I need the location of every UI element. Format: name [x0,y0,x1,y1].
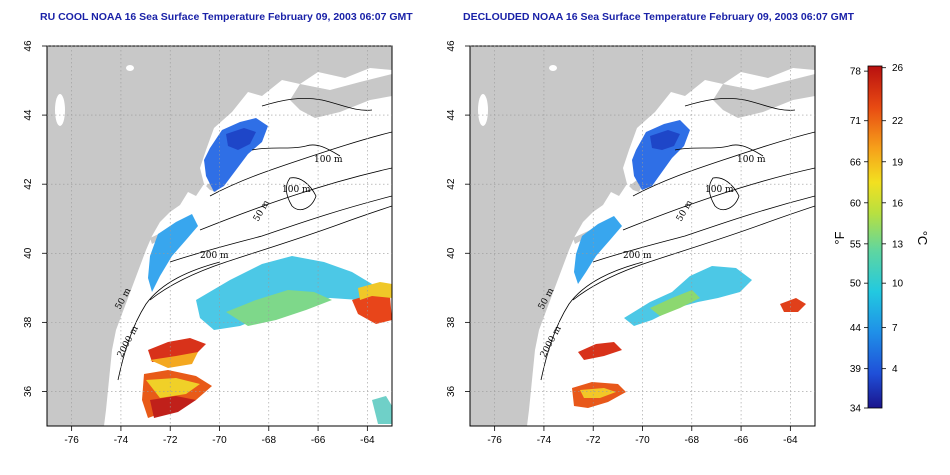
sst-gulf-of-maine-core [650,130,680,150]
celsius-tick-label: 26 [892,63,904,74]
lon-tick-label: -66 [311,435,326,446]
fahrenheit-tick-label: 34 [850,404,862,415]
contour-label: 100 m [705,185,734,195]
lat-tick-label: 40 [23,247,34,259]
fahrenheit-tick-label: 55 [850,239,862,250]
sst-shelf-south [148,214,198,292]
celsius-tick-label: 10 [892,279,904,290]
sst-warm-patch-1 [148,338,206,362]
lake [55,94,65,126]
contour-label: 200 m [200,251,229,261]
lon-tick-label: -72 [586,435,601,446]
land-mass [470,46,815,426]
lat-tick-label: 42 [446,178,457,190]
lat-tick-label: 38 [23,316,34,328]
contour-label: 100 m [737,155,766,165]
sst-slope-band-green [226,290,332,326]
fahrenheit-tick-label: 39 [850,364,862,375]
lat-tick-label: 42 [23,178,34,190]
celsius-unit-label: °C [915,231,930,246]
celsius-tick-label: 19 [892,157,904,168]
left-map-title: RU COOL NOAA 16 Sea Surface Temperature … [40,11,413,23]
lon-tick-label: -64 [360,435,375,446]
fahrenheit-tick-label: 78 [850,67,862,78]
lon-tick-label: -68 [262,435,277,446]
lon-tick-label: -76 [487,435,502,446]
contour-label: 200 m [623,251,652,261]
contour-label: 100 m [314,155,343,165]
lon-tick-label: -68 [685,435,700,446]
sst-speckles [372,396,392,424]
sst-gulf-of-maine-core [226,128,256,150]
temperature-colorbar: °F °C 34 39 44 50 55 60 66 71 78 4 7 10 13 16 19 22 26 [832,63,930,414]
lat-tick-label: 44 [23,109,34,121]
fahrenheit-tick-label: 44 [850,323,862,334]
contour-label: 100 m [282,185,311,195]
fahrenheit-unit-label: °F [832,231,847,244]
sst-gulfstream-east [780,298,806,312]
sst-gulfstream-east-yellow [358,282,392,300]
lat-tick-label: 46 [23,40,34,52]
bathymetry-contours [117,98,392,381]
lon-tick-label: -72 [163,435,178,446]
lat-tick-label: 36 [23,385,34,397]
fahrenheit-tick-label: 60 [850,198,862,209]
celsius-tick-label: 16 [892,198,904,209]
celsius-tick-label: 22 [892,116,904,127]
lon-tick-label: -76 [64,435,79,446]
lat-tick-label: 36 [446,385,457,397]
sst-warm-patch-2-yellow [146,378,200,398]
lon-tick-label: -70 [212,435,227,446]
lat-tick-label: 38 [446,316,457,328]
lake [549,65,557,71]
sst-warm-patch-2-yellow [580,388,616,398]
fahrenheit-tick-label: 71 [850,116,862,127]
sst-gulfstream-east [352,294,392,324]
land-mass [47,46,392,426]
lon-tick-label: -74 [114,435,129,446]
fahrenheit-tick-label: 50 [850,279,862,290]
lake [478,94,488,126]
nova-scotia [713,74,815,118]
sst-warm-patch-1-yellow [150,352,198,368]
colorbar-gradient [867,65,883,409]
celsius-tick-label: 7 [892,323,898,334]
right-map-title: DECLOUDED NOAA 16 Sea Surface Temperatur… [463,11,854,23]
lake [126,65,134,71]
lat-tick-label: 40 [446,247,457,259]
lon-tick-label: -74 [537,435,552,446]
lon-tick-label: -70 [635,435,650,446]
lat-tick-label: 46 [446,40,457,52]
lon-tick-label: -66 [734,435,749,446]
nova-scotia [290,74,392,118]
sst-warm-patch-1 [578,342,622,360]
celsius-tick-label: 4 [892,364,898,375]
bathymetry-contours [540,98,815,381]
fahrenheit-tick-label: 66 [850,157,862,168]
sst-warm-patch-2-red [150,396,196,418]
sst-shelf-south [574,216,622,284]
celsius-tick-label: 13 [892,239,904,250]
lat-tick-label: 44 [446,109,457,121]
lon-tick-label: -64 [783,435,798,446]
sst-slope-band-green [650,290,700,316]
